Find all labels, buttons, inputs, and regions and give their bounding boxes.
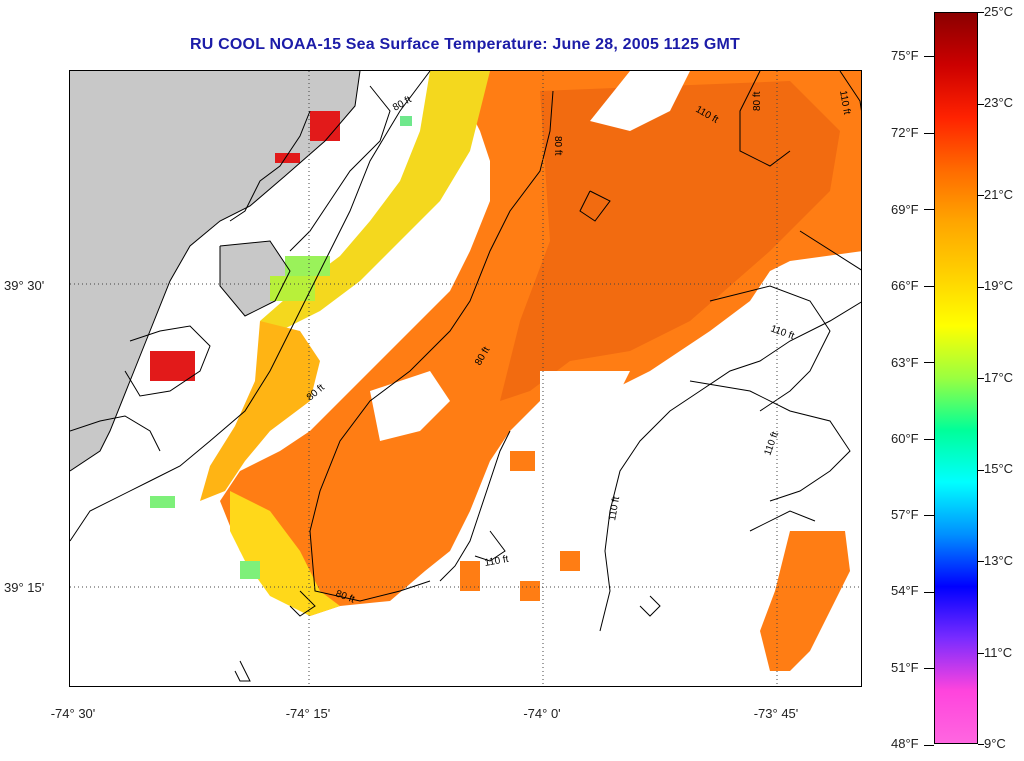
longitude-label: -74° 15' xyxy=(285,706,331,721)
land-mass xyxy=(70,71,360,471)
contour-label: 110 ft xyxy=(484,554,510,569)
contour-label: 110 ft xyxy=(607,495,622,521)
depth-contours xyxy=(70,71,861,682)
sst-overlay xyxy=(150,71,861,686)
colorbar-tick xyxy=(924,515,934,516)
colorbar-celsius-label: 13°C xyxy=(984,553,1014,568)
colorbar-tick xyxy=(924,362,934,363)
colorbar-tick xyxy=(924,591,934,593)
colorbar-tick xyxy=(924,438,934,440)
colorbar-celsius-label: 23°C xyxy=(984,95,1014,110)
colorbar-fahrenheit-label: 57°F xyxy=(891,507,919,522)
longitude-label: -74° 0' xyxy=(523,706,561,721)
colorbar-celsius-label: 17°C xyxy=(984,370,1014,385)
temperature-colorbar xyxy=(934,12,978,744)
contour-label: 80 ft xyxy=(552,136,563,156)
longitude-label: -74° 30' xyxy=(50,706,96,721)
colorbar-tick xyxy=(978,195,984,196)
colorbar-tick xyxy=(924,132,934,134)
colorbar-celsius-label: 19°C xyxy=(984,278,1014,293)
colorbar-fahrenheit-label: 72°F xyxy=(891,125,919,140)
colorbar-fahrenheit-label: 48°F xyxy=(891,736,919,751)
colorbar-tick xyxy=(924,285,934,287)
colorbar-fahrenheit-label: 75°F xyxy=(891,48,919,63)
colorbar-tick xyxy=(924,668,934,669)
chart-title: RU COOL NOAA-15 Sea Surface Temperature:… xyxy=(190,36,740,53)
longitude-label: -73° 45' xyxy=(753,706,799,721)
colorbar-tick xyxy=(978,103,984,105)
colorbar-celsius-label: 9°C xyxy=(984,736,1006,751)
colorbar-celsius-label: 15°C xyxy=(984,461,1014,476)
latitude-label: 39° 30' xyxy=(4,278,45,293)
sst-map[interactable]: 80 ft 110 ft 80 ft 110 ft 80 ft 80 ft 11… xyxy=(70,71,862,687)
colorbar-celsius-label: 25°C xyxy=(984,4,1014,19)
colorbar-tick xyxy=(978,286,984,288)
colorbar-celsius-label: 11°C xyxy=(984,645,1013,660)
colorbar-tick xyxy=(978,561,984,562)
colorbar-tick xyxy=(978,12,984,13)
colorbar-tick xyxy=(978,652,984,654)
colorbar-fahrenheit-label: 66°F xyxy=(891,278,919,293)
colorbar-fahrenheit-label: 51°F xyxy=(891,660,919,675)
colorbar-tick xyxy=(978,744,984,745)
map-panel[interactable]: 80 ft 110 ft 80 ft 110 ft 80 ft 80 ft 11… xyxy=(69,70,862,687)
colorbar-fahrenheit-label: 60°F xyxy=(891,431,919,446)
colorbar-tick xyxy=(924,56,934,57)
colorbar-fahrenheit-label: 63°F xyxy=(891,355,919,370)
colorbar-celsius-label: 21°C xyxy=(984,187,1014,202)
contour-label: 80 ft xyxy=(752,91,763,111)
colorbar-fahrenheit-label: 69°F xyxy=(891,202,919,217)
graticule xyxy=(70,71,861,686)
coastline xyxy=(70,71,391,472)
latitude-label: 39° 15' xyxy=(4,580,45,595)
colorbar-tick xyxy=(924,744,934,746)
colorbar-tick xyxy=(924,209,934,210)
colorbar-fahrenheit-label: 54°F xyxy=(891,583,919,598)
colorbar-tick xyxy=(978,378,984,379)
contour-label: 110 ft xyxy=(837,90,852,116)
colorbar-tick xyxy=(978,469,984,471)
